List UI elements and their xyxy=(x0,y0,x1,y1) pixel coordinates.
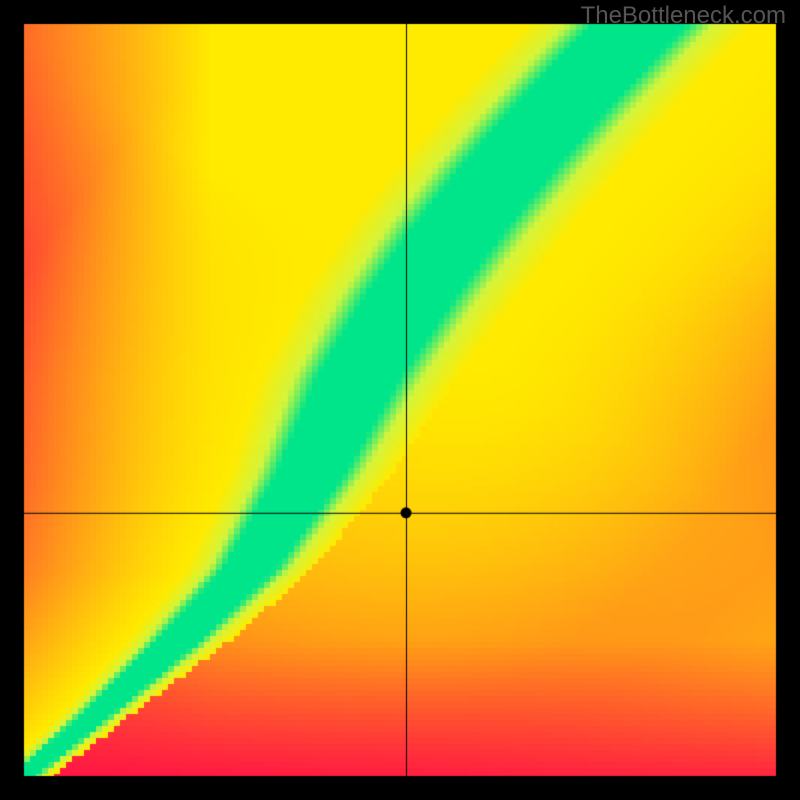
heatmap-canvas xyxy=(0,0,800,800)
watermark-text: TheBottleneck.com xyxy=(581,2,786,30)
bottleneck-heatmap-chart: TheBottleneck.com xyxy=(0,0,800,800)
